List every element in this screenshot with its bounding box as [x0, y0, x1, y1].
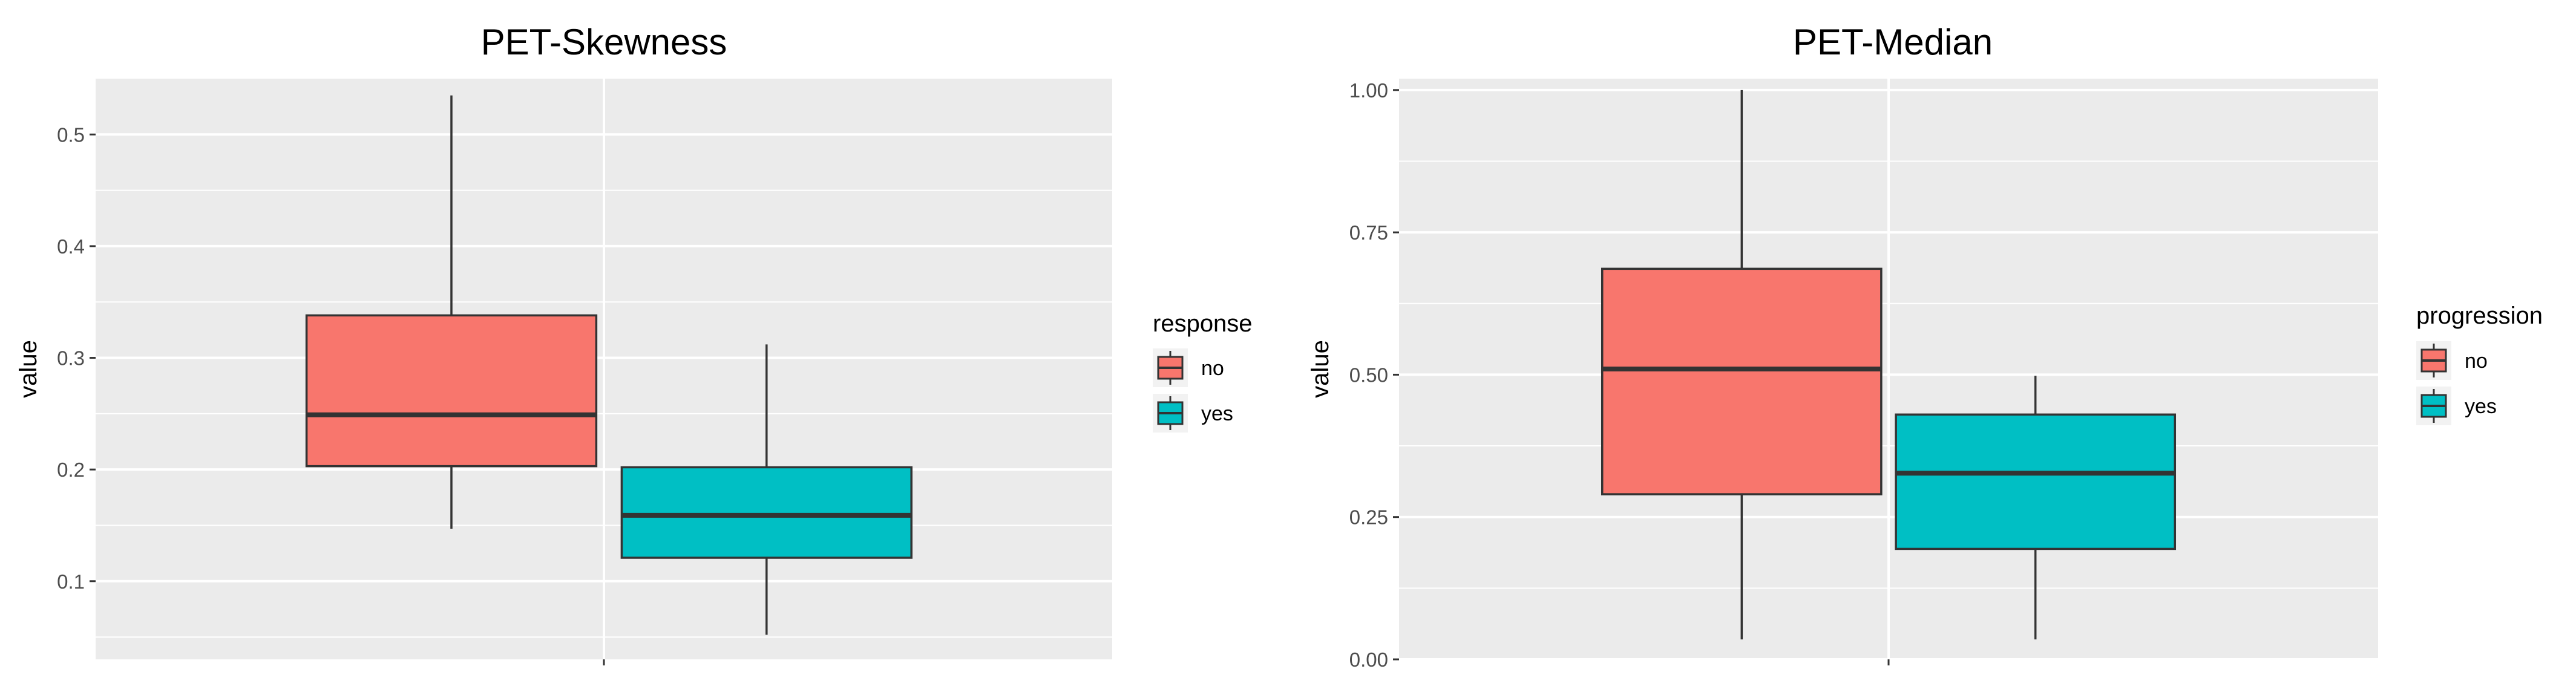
y-tick-label: 0.25	[1349, 506, 1388, 529]
legend-label: no	[1201, 357, 1224, 380]
chart-pet-skewness: 0.1 0.2 0.3 0.4 0.5 PET-Skewness value response…	[15, 22, 1253, 665]
iqr-box	[1895, 413, 2177, 550]
legend-entry-yes: yes	[2416, 387, 2497, 425]
y-tick-label: 0.3	[57, 347, 85, 370]
legend-entry-yes: yes	[1153, 394, 1233, 433]
box-no	[305, 95, 598, 529]
chart-pet-median: 0.00 0.25 0.50 0.75 1.00 PET-Median value progr…	[1307, 22, 2543, 671]
y-tick-label: 0.4	[57, 235, 85, 258]
iqr-box	[620, 466, 913, 559]
legend-title: progression	[2416, 302, 2543, 329]
legend: progression no yes	[2416, 302, 2543, 425]
y-tick-label: 0.1	[57, 570, 85, 593]
legend-entry-no: no	[1153, 348, 1224, 387]
legend: response no yes	[1153, 310, 1253, 433]
y-tick-label: 0.5	[57, 123, 85, 146]
y-tick-label: 0.00	[1349, 648, 1388, 671]
y-tick-label: 1.00	[1349, 79, 1388, 102]
iqr-box	[1601, 267, 1883, 495]
y-tick-label: 0.75	[1349, 221, 1388, 244]
box-yes	[1895, 376, 2177, 640]
box-yes	[620, 344, 913, 635]
y-axis-label: value	[1307, 340, 1334, 398]
box-no	[1601, 90, 1883, 640]
chart-title: PET-Skewness	[481, 22, 727, 62]
legend-title: response	[1153, 310, 1253, 337]
y-axis-label: value	[15, 340, 42, 398]
legend-entry-no: no	[2416, 341, 2488, 380]
y-tick-label: 0.2	[57, 459, 85, 481]
legend-label: yes	[2465, 395, 2497, 418]
chart-title: PET-Median	[1793, 22, 1993, 62]
iqr-box	[305, 314, 598, 468]
y-tick-label: 0.50	[1349, 364, 1388, 386]
legend-label: no	[2465, 350, 2488, 373]
legend-label: yes	[1201, 402, 1233, 425]
